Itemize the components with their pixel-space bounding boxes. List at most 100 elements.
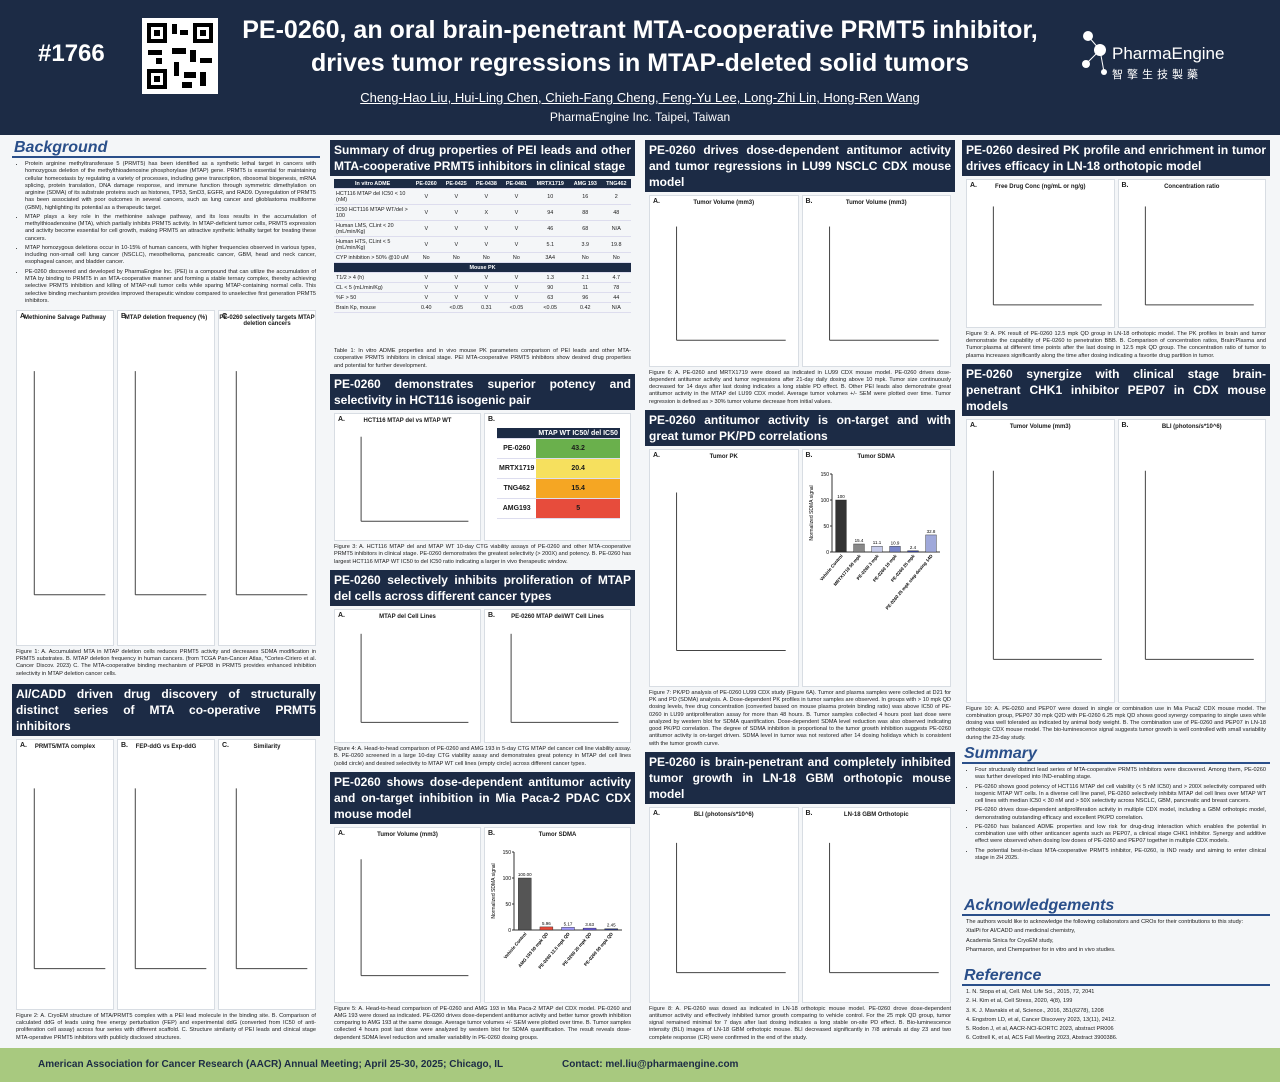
panel-title: PE-0260 selectively targets MTAP deletio… <box>219 315 315 328</box>
table-cell: 3.9 <box>569 236 602 253</box>
meeting: American Association for Cancer Research… <box>38 1059 504 1070</box>
figures: A. MTAP del Cell Lines B. PE-0260 MTAP del/… <box>330 606 635 746</box>
bar-chart: Normalized SDMA signal 0 50 100 150 100.00 Veh… <box>491 850 622 970</box>
table-cell: 44 <box>601 292 631 303</box>
table-cell: 16 <box>569 188 602 205</box>
panel-frame <box>33 788 106 970</box>
table-cell: V <box>501 292 532 303</box>
qr-code <box>142 18 218 94</box>
panel-frame <box>235 788 308 970</box>
panel-label: B. <box>805 810 813 817</box>
bullet: MTAP plays a key role in the methionine … <box>25 214 316 243</box>
value-label: 5.96 <box>542 921 551 926</box>
footer: American Association for Cancer Research… <box>0 1048 1280 1082</box>
panel-label: A. <box>338 830 345 837</box>
panel-label: B. <box>1121 422 1129 429</box>
header-cell: TNG462 <box>601 179 631 189</box>
ratio-value: 15.4 <box>536 478 620 499</box>
figures: In vitro ADME PE-0260 PE-0425 PE-0438 PE-048… <box>330 176 635 348</box>
figure-panel: A. Methionine Salvage Pathway <box>16 310 114 646</box>
ratio-value: 20.4 <box>536 458 620 479</box>
table-cell: V <box>501 272 532 283</box>
table-cell: N/A <box>601 302 631 313</box>
figures: A. BLI (photons/s*10^6) B. LN-18 GBM Orthot… <box>645 804 955 1006</box>
figure-caption: Figure 4: A. Head-to-head comparison of … <box>334 746 631 767</box>
panel-title: BLI (photons/s*10^6) <box>693 812 754 818</box>
table-cell: 0.40 <box>411 302 442 313</box>
paragraph: Pharmaron, and Chempartner for in vitro … <box>966 946 1116 953</box>
value-label: 32.8 <box>927 529 936 534</box>
figures: A. Tumor PK B. Tumor SDMA Normalized SDMA si… <box>645 446 955 690</box>
panel-label: C. <box>222 742 229 749</box>
panel-frame <box>235 371 308 596</box>
table-cell: No <box>569 252 602 263</box>
table-cell: <0.05 <box>501 302 532 313</box>
panel-label: A. <box>20 742 27 749</box>
table-cell: 48 <box>601 204 631 221</box>
bar <box>907 550 919 553</box>
table-cell: V <box>471 292 502 303</box>
panel-label: A. <box>970 182 977 189</box>
section-body: The authors would like to acknowledge th… <box>962 916 1270 956</box>
chart-title: Tumor SDMA <box>538 832 577 838</box>
figure-panel: A. HCT116 MTAP del vs MTAP WT <box>334 413 481 542</box>
figures: A. Methionine Salvage Pathway B. MTAP delet… <box>12 307 320 649</box>
panel-frame <box>33 371 106 596</box>
panel-title: FEP-ddG vs Exp-ddG <box>135 744 197 750</box>
contact: Contact: mel.liu@pharmaengine.com <box>562 1059 739 1070</box>
table-cell: 90 <box>531 282 570 293</box>
bullet: Four structurally distinct lead series o… <box>975 767 1266 782</box>
y-tick-label: 150 <box>502 850 511 856</box>
figure-caption: Figure 3: A. HCT116 MTAP del and MTAP WT… <box>334 544 631 565</box>
figure-panel: B. FEP-ddG vs Exp-ddG <box>117 739 215 1010</box>
section: Summary of drug properties of PEI leads … <box>330 140 635 372</box>
table-cell: V <box>441 204 472 221</box>
table-cell: V <box>411 292 442 303</box>
table-cell: 0.42 <box>569 302 602 313</box>
panel-title: Tumor Volume (mm3) <box>377 832 438 838</box>
panel-frame <box>360 436 469 522</box>
panel-title: Similarity <box>253 744 281 750</box>
section-title: Reference <box>962 968 1270 986</box>
bullet: PE-0260 discovered and developed by Phar… <box>25 269 316 305</box>
table-cell: V <box>411 204 442 221</box>
panel-title: LN-18 GBM Orthotopic <box>843 812 909 818</box>
figure-panel: B. Concentration ratio <box>1117 179 1266 328</box>
table-row: %F > 50 V V V V 63 96 44 <box>334 292 631 303</box>
table-cell: 3A4 <box>531 252 570 263</box>
panel-frame <box>676 842 786 974</box>
bar <box>604 928 618 931</box>
paragraph: Academia Sinica for CryoEM study, <box>966 937 1054 944</box>
header-cell: PE-0425 <box>441 179 472 189</box>
value-label: 100 <box>837 494 845 499</box>
header-cell: In vitro ADME <box>334 179 412 189</box>
figure-caption: Figure 6: A. PE-0260 and MRTX1719 were d… <box>649 369 951 405</box>
table-cell: 0.31 <box>471 302 502 313</box>
figure-panel: A. Free Drug Conc (ng/mL or ng/g) <box>966 179 1115 328</box>
table-cell: No <box>471 252 502 263</box>
paragraph: 5. Rodon J, et al, AACR-NCI-EORTC 2023, … <box>966 1026 1114 1033</box>
figure-panel: A. Tumor Volume (mm3) <box>649 195 799 367</box>
panel-frame <box>828 226 939 341</box>
value-label: 3.63 <box>585 922 594 927</box>
panel-label: A. <box>653 810 660 817</box>
section-title: PE-0260 antitumor activity is on-target … <box>645 410 955 446</box>
panel-title: PE-0260 MTAP del/WT Cell Lines <box>511 614 604 620</box>
section: PE-0260 synergize with clinical stage br… <box>962 364 1270 744</box>
table-cell: 5.1 <box>531 236 570 253</box>
poster-title: PE-0260, an oral brain-penetrant MTA-coo… <box>242 16 1038 77</box>
header-cell: MTAP WT IC50/ del IC50 <box>536 428 620 439</box>
table-cell: Brain Kp, mouse <box>334 302 412 313</box>
ratio-value: 5 <box>536 498 620 519</box>
y-axis-label: Normalized SDMA signal <box>809 485 815 540</box>
panel-label: B. <box>488 612 495 619</box>
panel-title: Free Drug Conc (ng/mL or ng/g) <box>994 184 1086 190</box>
table-cell: 63 <box>531 292 570 303</box>
table-row: HCT116 MTAP del IC50 < 10 (nM) V V V V 10 16 2 <box>334 188 631 205</box>
section: PE-0260 antitumor activity is on-target … <box>645 410 955 750</box>
table-subheader: Mouse PK <box>334 262 631 273</box>
bullet: PE-0260 shows good potency of HCT116 MTA… <box>975 784 1266 806</box>
panel-label: A. <box>653 198 660 205</box>
table-cell: Mouse PK <box>334 262 631 273</box>
section: Background Protein arginine methyltransfe… <box>12 140 320 680</box>
